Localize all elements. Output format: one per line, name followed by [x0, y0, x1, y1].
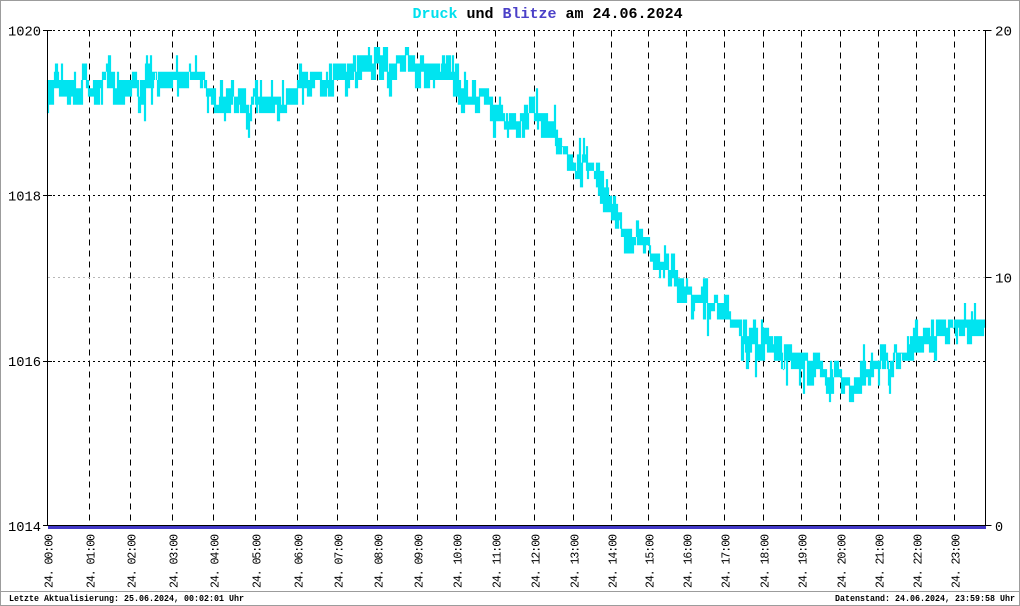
- svg-text:Datenstand: 24.06.2024, 23:59:: Datenstand: 24.06.2024, 23:59:58 Uhr: [835, 593, 1015, 604]
- svg-text:24. 13:00: 24. 13:00: [570, 534, 583, 588]
- svg-text:24. 08:00: 24. 08:00: [374, 534, 387, 588]
- svg-text:24. 05:00: 24. 05:00: [252, 534, 265, 588]
- svg-text:24. 03:00: 24. 03:00: [169, 534, 182, 588]
- svg-text:1014: 1014: [8, 521, 41, 536]
- svg-text:24. 02:00: 24. 02:00: [127, 534, 140, 588]
- svg-text:1020: 1020: [8, 25, 41, 40]
- svg-text:24. 17:00: 24. 17:00: [721, 534, 734, 588]
- svg-text:24. 09:00: 24. 09:00: [414, 534, 427, 588]
- svg-text:24. 04:00: 24. 04:00: [210, 534, 223, 588]
- svg-text:24. 18:00: 24. 18:00: [760, 534, 773, 588]
- svg-text:24. 22:00: 24. 22:00: [913, 534, 926, 588]
- svg-text:10: 10: [995, 273, 1012, 288]
- svg-text:24. 07:00: 24. 07:00: [334, 534, 347, 588]
- svg-text:24. 11:00: 24. 11:00: [492, 534, 505, 588]
- svg-text:0: 0: [995, 521, 1003, 536]
- svg-text:24. 01:00: 24. 01:00: [86, 534, 99, 588]
- svg-text:24. 23:00: 24. 23:00: [951, 534, 964, 588]
- svg-text:1018: 1018: [8, 191, 41, 206]
- svg-text:24. 12:00: 24. 12:00: [531, 534, 544, 588]
- svg-text:24. 15:00: 24. 15:00: [645, 534, 658, 588]
- svg-text:Letzte Aktualisierung: 25.06.2: Letzte Aktualisierung: 25.06.2024, 00:02…: [9, 593, 244, 604]
- svg-text:24. 21:00: 24. 21:00: [875, 534, 888, 588]
- svg-text:24. 20:00: 24. 20:00: [837, 534, 850, 588]
- svg-text:24. 06:00: 24. 06:00: [294, 534, 307, 588]
- svg-text:24. 10:00: 24. 10:00: [453, 534, 466, 588]
- svg-text:Druck und Blitze am 24.06.2024: Druck und Blitze am 24.06.2024: [413, 6, 683, 23]
- svg-text:24. 14:00: 24. 14:00: [608, 534, 621, 588]
- svg-text:24. 19:00: 24. 19:00: [798, 534, 811, 588]
- svg-text:20: 20: [995, 25, 1012, 40]
- svg-text:24. 16:00: 24. 16:00: [683, 534, 696, 588]
- svg-text:24. 00:00: 24. 00:00: [44, 534, 57, 588]
- svg-text:1016: 1016: [8, 356, 41, 371]
